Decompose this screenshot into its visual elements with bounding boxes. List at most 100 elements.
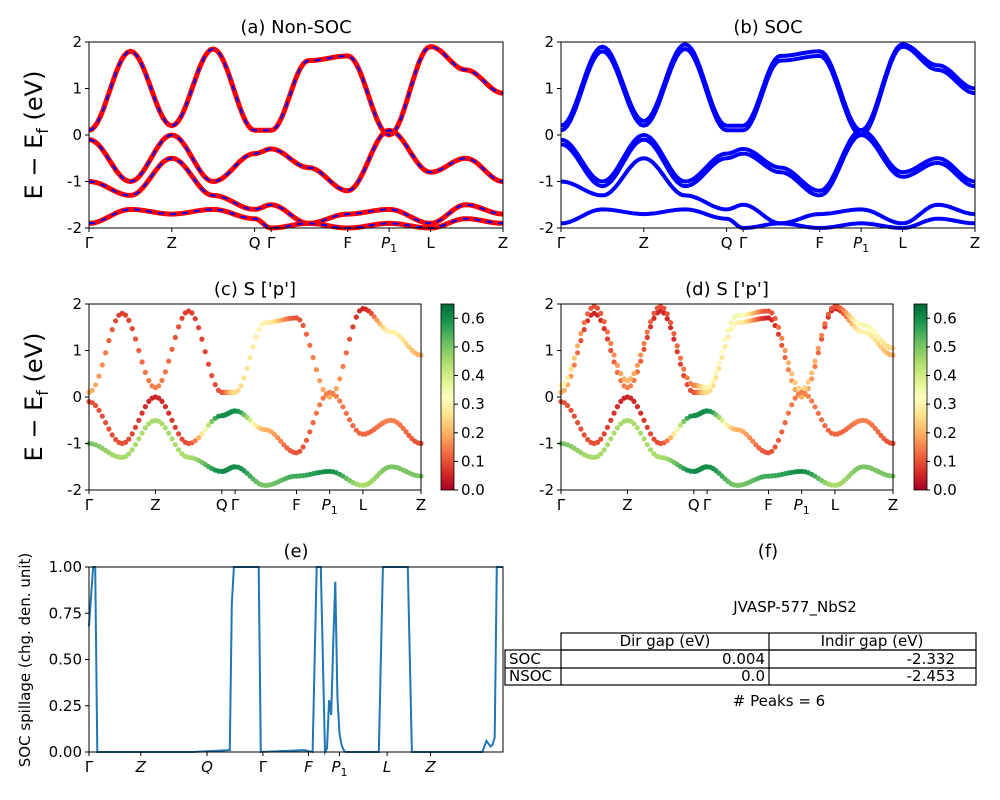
band-point	[209, 418, 215, 424]
band-point	[565, 403, 571, 409]
x-tick-label: Q	[249, 234, 261, 252]
band-point	[634, 404, 641, 410]
table-footer-peaks: # Peaks = 6	[733, 692, 825, 710]
band-point	[648, 324, 654, 330]
y-tick-label: 0.00	[49, 743, 82, 761]
table-cell-nsoc-indir: -2.453	[907, 667, 955, 685]
band-point	[598, 451, 604, 457]
colorbar-tick-label: 0.5	[461, 338, 485, 356]
panel-e-xticks: Γ Z Q Γ F P1 L Z	[85, 752, 436, 779]
band-point	[825, 311, 831, 317]
band-point	[340, 404, 346, 410]
band-point	[601, 319, 607, 325]
band-line-dash	[88, 45, 504, 137]
x-tick-label: Z	[639, 234, 649, 252]
y-tick-label: -1	[539, 173, 554, 191]
band-point	[775, 331, 782, 337]
panel-e-spillage: (e) 0.00 0.25 0.50 0.75 1.00 Γ Z Q Γ F P1 L Z SOC s…	[16, 541, 504, 779]
x-tick-label: Z	[135, 758, 147, 776]
band-point	[310, 354, 316, 361]
band-point	[571, 355, 577, 361]
x-tick-label: Γ	[85, 234, 94, 252]
band-point	[869, 327, 875, 333]
band-point	[317, 402, 323, 408]
y-tick-label: 1	[544, 342, 554, 360]
band-point	[176, 447, 182, 453]
y-tick-label: -2	[67, 481, 82, 499]
band-point	[872, 337, 878, 343]
band-point	[202, 349, 208, 355]
band-point	[608, 436, 614, 442]
band-point	[594, 305, 601, 311]
band-point	[648, 447, 654, 453]
y-tick-label: 1	[544, 80, 554, 98]
band-point	[106, 338, 112, 344]
band-point	[172, 424, 178, 430]
band-point	[664, 438, 670, 444]
colorbar-tick-label: 0.6	[461, 309, 485, 327]
panel-d-title: (d) S ['p']	[685, 279, 769, 300]
band-point	[651, 315, 657, 321]
band-point	[320, 386, 326, 393]
band-point	[89, 387, 95, 393]
band-point	[179, 436, 185, 442]
band-point	[719, 354, 725, 361]
band-point	[601, 447, 607, 453]
band-point	[176, 431, 182, 437]
band-point	[129, 431, 135, 437]
band-point	[162, 369, 168, 375]
band-point	[278, 438, 284, 444]
band-point	[303, 437, 310, 443]
band-point	[256, 326, 262, 332]
x-tick-label: L	[426, 234, 435, 252]
band-point	[681, 418, 687, 424]
band-point	[641, 340, 647, 347]
band-point	[159, 377, 165, 383]
band-point	[628, 395, 634, 401]
band-point	[668, 320, 674, 326]
band-point	[604, 442, 611, 448]
band-point	[815, 350, 821, 356]
x-tick-label: F	[815, 234, 824, 252]
band-point	[122, 312, 129, 318]
band-point	[313, 367, 319, 373]
band-point	[875, 340, 881, 347]
band-point	[585, 311, 591, 317]
band-point	[707, 383, 713, 389]
band-point	[129, 447, 135, 453]
band-point	[792, 395, 798, 401]
band-point	[139, 359, 145, 365]
band-point	[710, 378, 716, 384]
x-tick-label: Γ	[259, 758, 268, 776]
x-tick-label: F	[343, 234, 352, 252]
y-tick-label: -2	[67, 219, 82, 237]
band-point	[103, 350, 109, 356]
band-point	[743, 431, 750, 437]
band-point	[722, 344, 728, 350]
band-point	[878, 337, 884, 343]
band-point	[307, 429, 313, 435]
band-point	[122, 439, 129, 445]
colorbar-tick-label: 0.5	[933, 338, 957, 356]
band-point	[631, 421, 637, 427]
band-point	[782, 420, 788, 426]
band-point	[719, 349, 725, 355]
band-point	[575, 420, 581, 426]
band-point	[169, 417, 175, 423]
x-tick-label: Q	[721, 234, 733, 252]
colorbar-tick-label: 0.3	[461, 395, 485, 413]
panel-c-plot	[86, 306, 424, 488]
band-point	[809, 398, 815, 404]
x-tick-label: Γ	[85, 758, 94, 776]
y-tick-label: 0	[72, 388, 82, 406]
band-point	[241, 375, 247, 381]
panel-c-colorbar-ticks: 0.0 0.1 0.2 0.3 0.4 0.5 0.6	[454, 309, 485, 499]
panel-b-plot	[560, 42, 976, 231]
band-point	[634, 362, 641, 368]
band-point	[192, 316, 198, 322]
band-point	[677, 422, 684, 428]
band-point	[644, 424, 650, 430]
colorbar-tick-label: 0.4	[933, 367, 957, 385]
panel-c-title: (c) S ['p']	[214, 279, 296, 300]
